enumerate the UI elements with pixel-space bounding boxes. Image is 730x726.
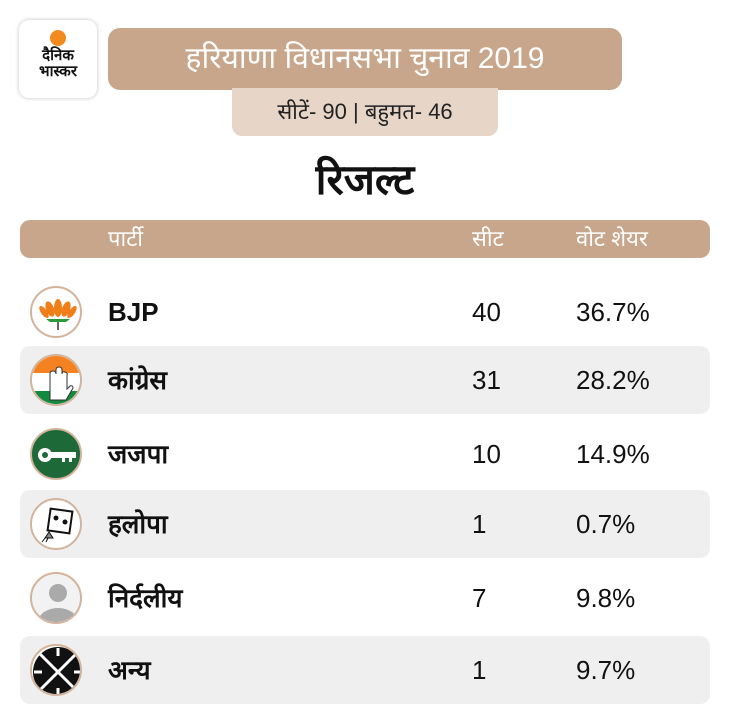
seat-count: 1 (472, 655, 487, 685)
sun-dot-icon (50, 30, 66, 46)
party-name: हलोपा (108, 509, 168, 539)
vote-share: 14.9% (576, 439, 650, 469)
col-party: पार्टी (108, 226, 143, 251)
seat-count: 1 (472, 509, 487, 539)
seat-count: 10 (472, 439, 501, 469)
lotus-icon (30, 286, 82, 338)
table-row: जजपा 10 14.9% (20, 420, 710, 488)
table-row: निर्दलीय 7 9.8% (20, 564, 710, 632)
col-seats: सीट (472, 226, 504, 251)
person-icon (30, 572, 82, 624)
table-row: अन्य 1 9.7% (20, 636, 710, 704)
kite-icon (30, 498, 82, 550)
vote-share: 9.8% (576, 583, 636, 613)
vote-share: 9.7% (576, 655, 636, 685)
seat-count: 7 (472, 583, 487, 613)
party-name: BJP (108, 297, 159, 327)
party-name: जजपा (108, 439, 169, 469)
table-row: कांग्रेस 31 28.2% (20, 346, 710, 414)
col-vote-share: वोट शेयर (576, 226, 648, 251)
hand-icon (30, 354, 82, 406)
vote-share: 36.7% (576, 297, 650, 327)
party-name: कांग्रेस (108, 365, 167, 395)
page-title: हरियाणा विधानसभा चुनाव 2019 (108, 28, 622, 90)
result-heading: रिजल्ट (315, 156, 415, 203)
swastika-icon (30, 644, 82, 696)
seat-count: 40 (472, 297, 501, 327)
seat-count: 31 (472, 365, 501, 395)
vote-share: 28.2% (576, 365, 650, 395)
dainik-bhaskar-logo: दैनिक भास्कर (19, 20, 97, 98)
vote-share: 0.7% (576, 509, 636, 539)
logo-line2: भास्कर (39, 63, 77, 80)
table-row: हलोपा 1 0.7% (20, 490, 710, 558)
seats-majority-info: सीटें- 90 | बहुमत- 46 (232, 88, 498, 136)
table-header: पार्टी सीट वोट शेयर (20, 220, 710, 258)
party-name: अन्य (108, 655, 151, 685)
party-name: निर्दलीय (108, 583, 183, 613)
table-row: BJP 40 36.7% (20, 278, 710, 346)
key-icon (30, 428, 82, 480)
logo-line1: दैनिक (42, 47, 74, 64)
